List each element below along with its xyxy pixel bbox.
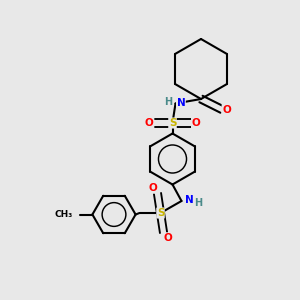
Text: N: N — [176, 98, 185, 109]
Text: S: S — [157, 208, 164, 218]
Text: H: H — [194, 197, 202, 208]
Text: O: O — [191, 118, 200, 128]
Text: CH₃: CH₃ — [55, 210, 73, 219]
Text: O: O — [145, 118, 154, 128]
Text: H: H — [164, 97, 172, 107]
Text: N: N — [184, 194, 194, 205]
Text: O: O — [164, 233, 172, 243]
Text: O: O — [222, 104, 231, 115]
Text: O: O — [148, 183, 158, 193]
Text: S: S — [169, 118, 176, 128]
